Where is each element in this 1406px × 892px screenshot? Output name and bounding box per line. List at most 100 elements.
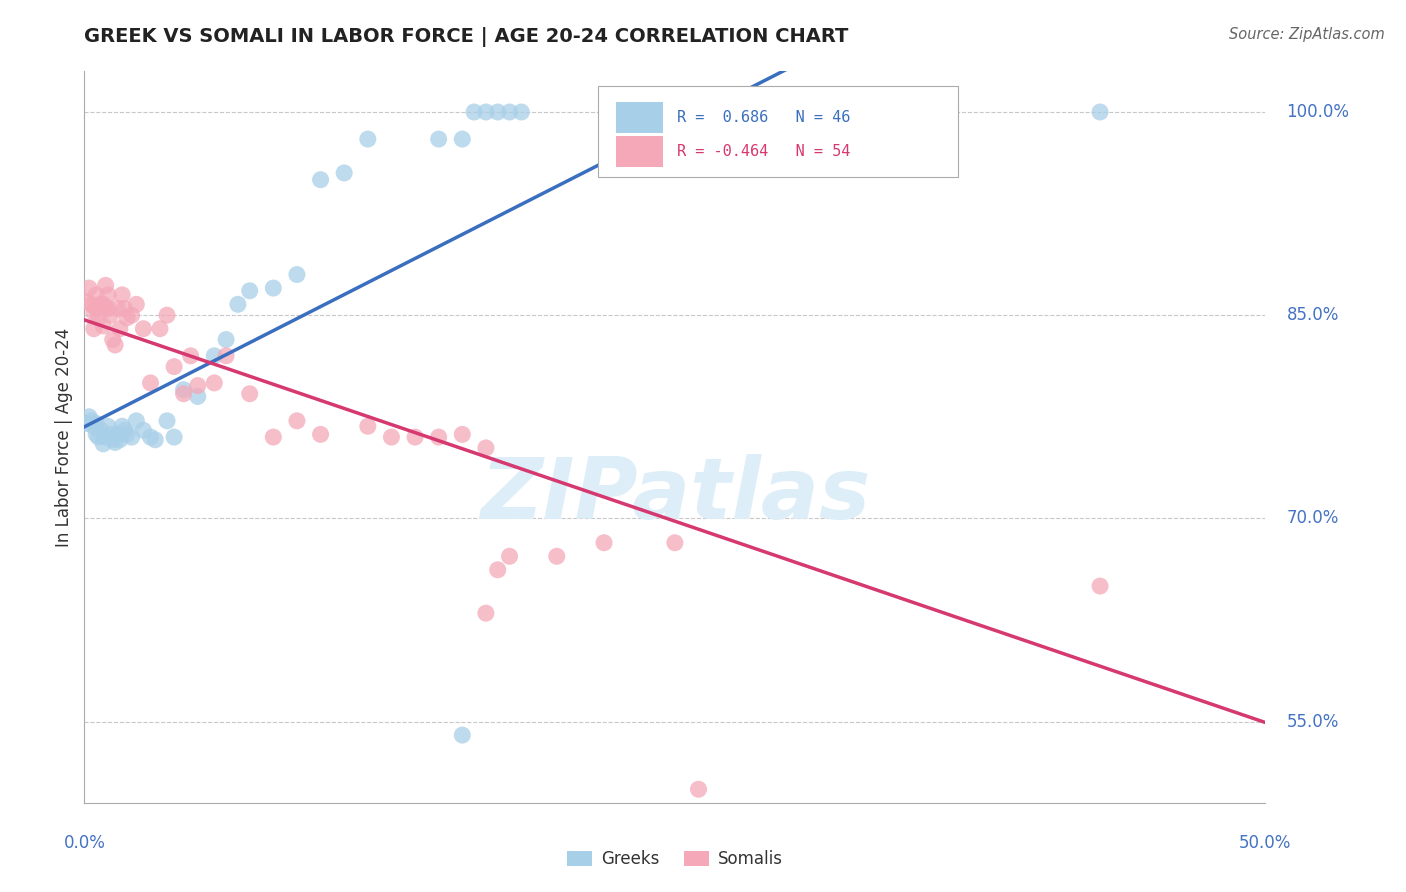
Point [285,414,308,428]
Point [380,430,402,444]
Point [139,376,162,390]
Point [115,310,138,325]
Point [98,427,121,442]
Point [94,430,117,444]
Text: R = -0.464   N = 54: R = -0.464 N = 54 [678,145,851,160]
Point [76,294,98,309]
Point [107,427,129,442]
Point [463,105,485,120]
Point [115,427,138,442]
Point [475,606,498,620]
Point [427,132,450,146]
Point [76,417,98,431]
Point [688,782,710,797]
Point [451,427,474,442]
Text: 55.0%: 55.0% [1286,713,1339,731]
Text: 70.0%: 70.0% [1286,509,1339,527]
Point [87,310,110,325]
Point [173,386,195,401]
Point [285,268,308,282]
Point [404,430,426,444]
Point [83,305,105,319]
Point [90,423,112,437]
Point [94,301,117,316]
Point [357,419,380,434]
Point [451,728,474,742]
Point [87,430,110,444]
Point [202,349,225,363]
Point [111,288,134,302]
Point [104,338,127,352]
Text: 0.0%: 0.0% [63,834,105,852]
Point [125,414,148,428]
Point [132,423,155,437]
Point [163,359,186,374]
Point [108,322,131,336]
Point [139,430,162,444]
Point [187,378,209,392]
Point [427,430,450,444]
Point [163,430,186,444]
Point [111,419,134,434]
Point [226,297,249,311]
Point [309,172,332,186]
Legend: Greeks, Somalis: Greeks, Somalis [561,844,789,875]
Point [114,301,136,316]
Point [215,333,238,347]
Point [97,419,120,434]
Point [77,281,100,295]
Text: GREEK VS SOMALI IN LABOR FORCE | AGE 20-24 CORRELATION CHART: GREEK VS SOMALI IN LABOR FORCE | AGE 20-… [84,27,849,46]
Point [101,333,124,347]
Point [173,383,195,397]
Point [498,105,520,120]
Point [1088,105,1111,120]
Point [80,297,103,311]
Point [83,322,105,336]
Point [309,427,332,442]
Point [357,132,380,146]
Point [91,437,114,451]
Text: Source: ZipAtlas.com: Source: ZipAtlas.com [1229,27,1385,42]
Point [121,430,143,444]
Point [114,423,136,437]
Bar [616,136,664,167]
Point [187,389,209,403]
Point [180,349,202,363]
Text: 85.0%: 85.0% [1286,306,1339,324]
Point [486,105,509,120]
Point [664,535,686,549]
Point [510,105,533,120]
Point [84,288,107,302]
Point [104,435,127,450]
Point [90,297,112,311]
Point [143,433,166,447]
Point [84,301,107,316]
Point [84,427,107,442]
Point [156,308,179,322]
Text: 50.0%: 50.0% [1239,834,1292,852]
Bar [616,102,664,133]
Point [77,409,100,424]
Point [149,322,172,336]
Point [108,433,131,447]
Point [451,132,474,146]
Point [593,535,616,549]
Point [498,549,520,564]
Point [98,308,121,322]
Point [125,297,148,311]
Text: 100.0%: 100.0% [1286,103,1350,121]
Point [97,288,120,302]
Text: ZIPatlas: ZIPatlas [479,454,870,537]
Point [262,281,284,295]
Text: R =  0.686   N = 46: R = 0.686 N = 46 [678,110,851,125]
Point [97,301,120,316]
Point [84,417,107,431]
Point [782,105,804,120]
Point [107,301,129,316]
Point [80,414,103,428]
Point [91,297,114,311]
Point [121,308,143,322]
Point [239,284,262,298]
Point [475,441,498,455]
Point [262,430,284,444]
